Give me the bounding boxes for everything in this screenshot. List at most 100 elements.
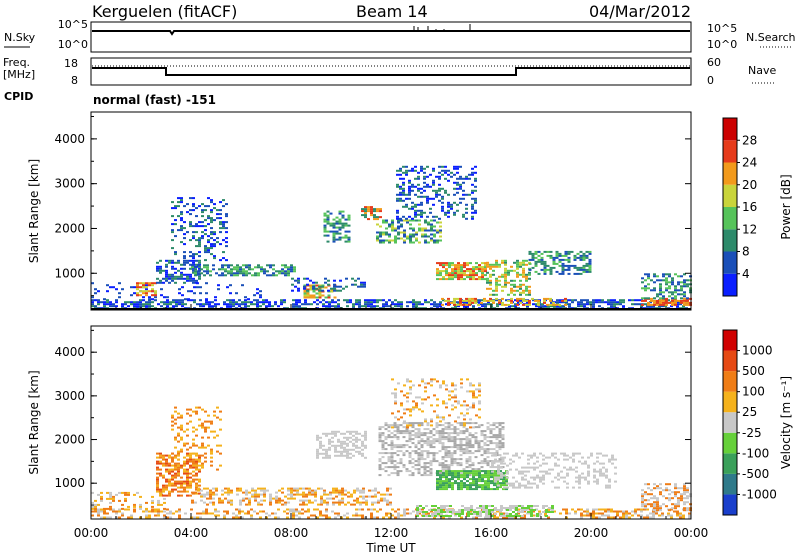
power-scatter-cell-17 — [641, 287, 644, 290]
velocity-scatter-cell-0 — [316, 516, 319, 519]
velocity-scatter-cell-6 — [453, 460, 457, 463]
velocity-scatter-cell-8 — [436, 486, 439, 489]
velocity-scatter-cell-0 — [298, 512, 301, 515]
velocity-scatter-cell-6 — [426, 438, 430, 441]
power-scatter-cell-15 — [540, 260, 544, 263]
velocity-scatter-cell-0 — [94, 510, 97, 513]
velocity-scatter-cell-6 — [477, 448, 481, 451]
velocity-scatter-cell-8 — [448, 474, 451, 477]
velocity-scatter-cell-1 — [100, 499, 103, 502]
velocity-scatter-cell-0 — [517, 512, 520, 515]
velocity-scatter-cell-6 — [417, 460, 421, 463]
power-scatter-cell-12 — [439, 264, 442, 267]
velocity-scatter-cell-10 — [530, 476, 533, 479]
velocity-scatter-cell-5 — [346, 444, 349, 447]
power-scatter-cell-13 — [489, 265, 492, 268]
velocity-scatter-cell-4 — [332, 497, 335, 500]
power-scatter-cell-0 — [586, 299, 589, 302]
power-scatter-cell-8 — [326, 222, 330, 225]
velocity-scatter-cell-7 — [427, 396, 430, 399]
power-scatter-cell-11 — [423, 185, 426, 188]
power-scatter-cell-3 — [192, 269, 195, 272]
power-scatter-cell-3 — [165, 271, 168, 274]
power-scatter-cell-1 — [187, 298, 190, 301]
velocity-scatter-cell-0 — [118, 510, 121, 513]
velocity-scatter-cell-1 — [94, 505, 97, 508]
power-scatter-cell-4 — [210, 231, 213, 234]
power-scatter-cell-11 — [453, 193, 456, 196]
velocity-scatter-cell-1 — [109, 491, 112, 494]
velocity-scatter-cell-3 — [180, 436, 183, 439]
velocity-scatter-cell-0 — [574, 510, 577, 513]
velocity-scatter-cell-6 — [378, 440, 382, 443]
velocity-scatter-cell-11 — [668, 497, 671, 500]
power-scatter-cell-11 — [453, 187, 456, 190]
velocity-scatter-cell-6 — [444, 448, 448, 451]
power-scatter-cell-0 — [94, 299, 97, 302]
power-scatter-cell-0 — [433, 301, 436, 304]
power-scatter-cell-11 — [399, 197, 402, 200]
velocity-scatter-cell-4 — [245, 503, 248, 506]
velocity-scatter-cell-4 — [296, 491, 299, 494]
power-scatter-cell-11 — [471, 183, 474, 186]
velocity-scatter-cell-11 — [668, 483, 671, 486]
velocity-scatter-cell-6 — [441, 436, 445, 439]
power-scatter-cell-16 — [650, 299, 653, 302]
power-scatter-cell-12 — [484, 266, 487, 269]
power-scatter-cell-11 — [417, 171, 420, 174]
velocity-scatter-cell-3 — [174, 446, 177, 449]
velocity-scatter-cell-10 — [497, 472, 500, 475]
velocity-scatter-cell-1 — [109, 505, 112, 508]
velocity-scatter-cell-0 — [169, 510, 172, 513]
power-scatter-cell-11 — [399, 191, 402, 194]
velocity-scatter-cell-6 — [501, 422, 505, 425]
nsearch-label: N.Search — [746, 31, 796, 44]
power-scatter-cell-10 — [397, 221, 400, 224]
power-scatter-cell-16 — [656, 303, 659, 306]
velocity-scatter-cell-3 — [186, 428, 189, 431]
velocity-scatter-cell-11 — [674, 491, 677, 494]
power-scatter-cell-17 — [686, 297, 689, 300]
power-scatter-cell-0 — [124, 303, 127, 306]
velocity-scatter-cell-10 — [572, 452, 575, 455]
power-scatter-cell-0 — [373, 305, 376, 308]
power-scatter-cell-12 — [469, 268, 472, 271]
velocity-scatter-cell-2 — [192, 464, 195, 467]
velocity-scatter-cell-0 — [397, 508, 400, 511]
power-scatter-cell-10 — [418, 241, 421, 244]
velocity-scatter-cell-7 — [475, 388, 478, 391]
power-scatter-cell-17 — [641, 297, 644, 300]
velocity-scatter-cell-6 — [417, 468, 421, 471]
velocity-scatter-cell-8 — [460, 476, 463, 479]
power-scatter-cell-12 — [451, 270, 454, 273]
velocity-scatter-cell-6 — [387, 458, 391, 461]
power-scatter-cell-10 — [388, 233, 391, 236]
velocity-scatter-cell-6 — [477, 444, 481, 447]
velocity-scatter-cell-6 — [453, 462, 457, 465]
velocity-scatter-cell-2 — [192, 466, 195, 469]
velocity-scatter-cell-3 — [210, 422, 213, 425]
power-scatter-cell-15 — [582, 266, 586, 269]
power-scatter-cell-13 — [486, 277, 489, 280]
power-scatter-cell-0 — [232, 301, 235, 304]
power-scatter-cell-9 — [370, 206, 373, 209]
power-scatter-cell-3 — [156, 267, 159, 270]
velocity-scatter-cell-10 — [536, 476, 539, 479]
velocity-scatter-cell-2 — [162, 462, 165, 465]
power-scatter-cell-12 — [463, 274, 466, 277]
velocity-scatter-cell-9 — [479, 507, 482, 509]
power-scatter-cell-0 — [91, 305, 94, 308]
power-scatter-cell-16 — [647, 301, 650, 304]
power-scatter-cell-5 — [281, 270, 284, 273]
velocity-scatter-cell-4 — [191, 501, 194, 504]
power-scatter-cell-10 — [385, 239, 388, 242]
velocity-scatter-cell-3 — [195, 468, 198, 471]
velocity-scatter-cell-8 — [502, 480, 505, 483]
velocity-scatter-cell-6 — [420, 444, 424, 447]
velocity-scatter-cell-9 — [512, 507, 515, 509]
velocity-scatter-cell-7 — [454, 384, 457, 387]
velocity-scatter-cell-6 — [498, 432, 502, 435]
velocity-scatter-cell-10 — [551, 480, 554, 483]
power-scatter-cell-8 — [344, 236, 348, 239]
velocity-scatter-cell-6 — [450, 452, 454, 455]
